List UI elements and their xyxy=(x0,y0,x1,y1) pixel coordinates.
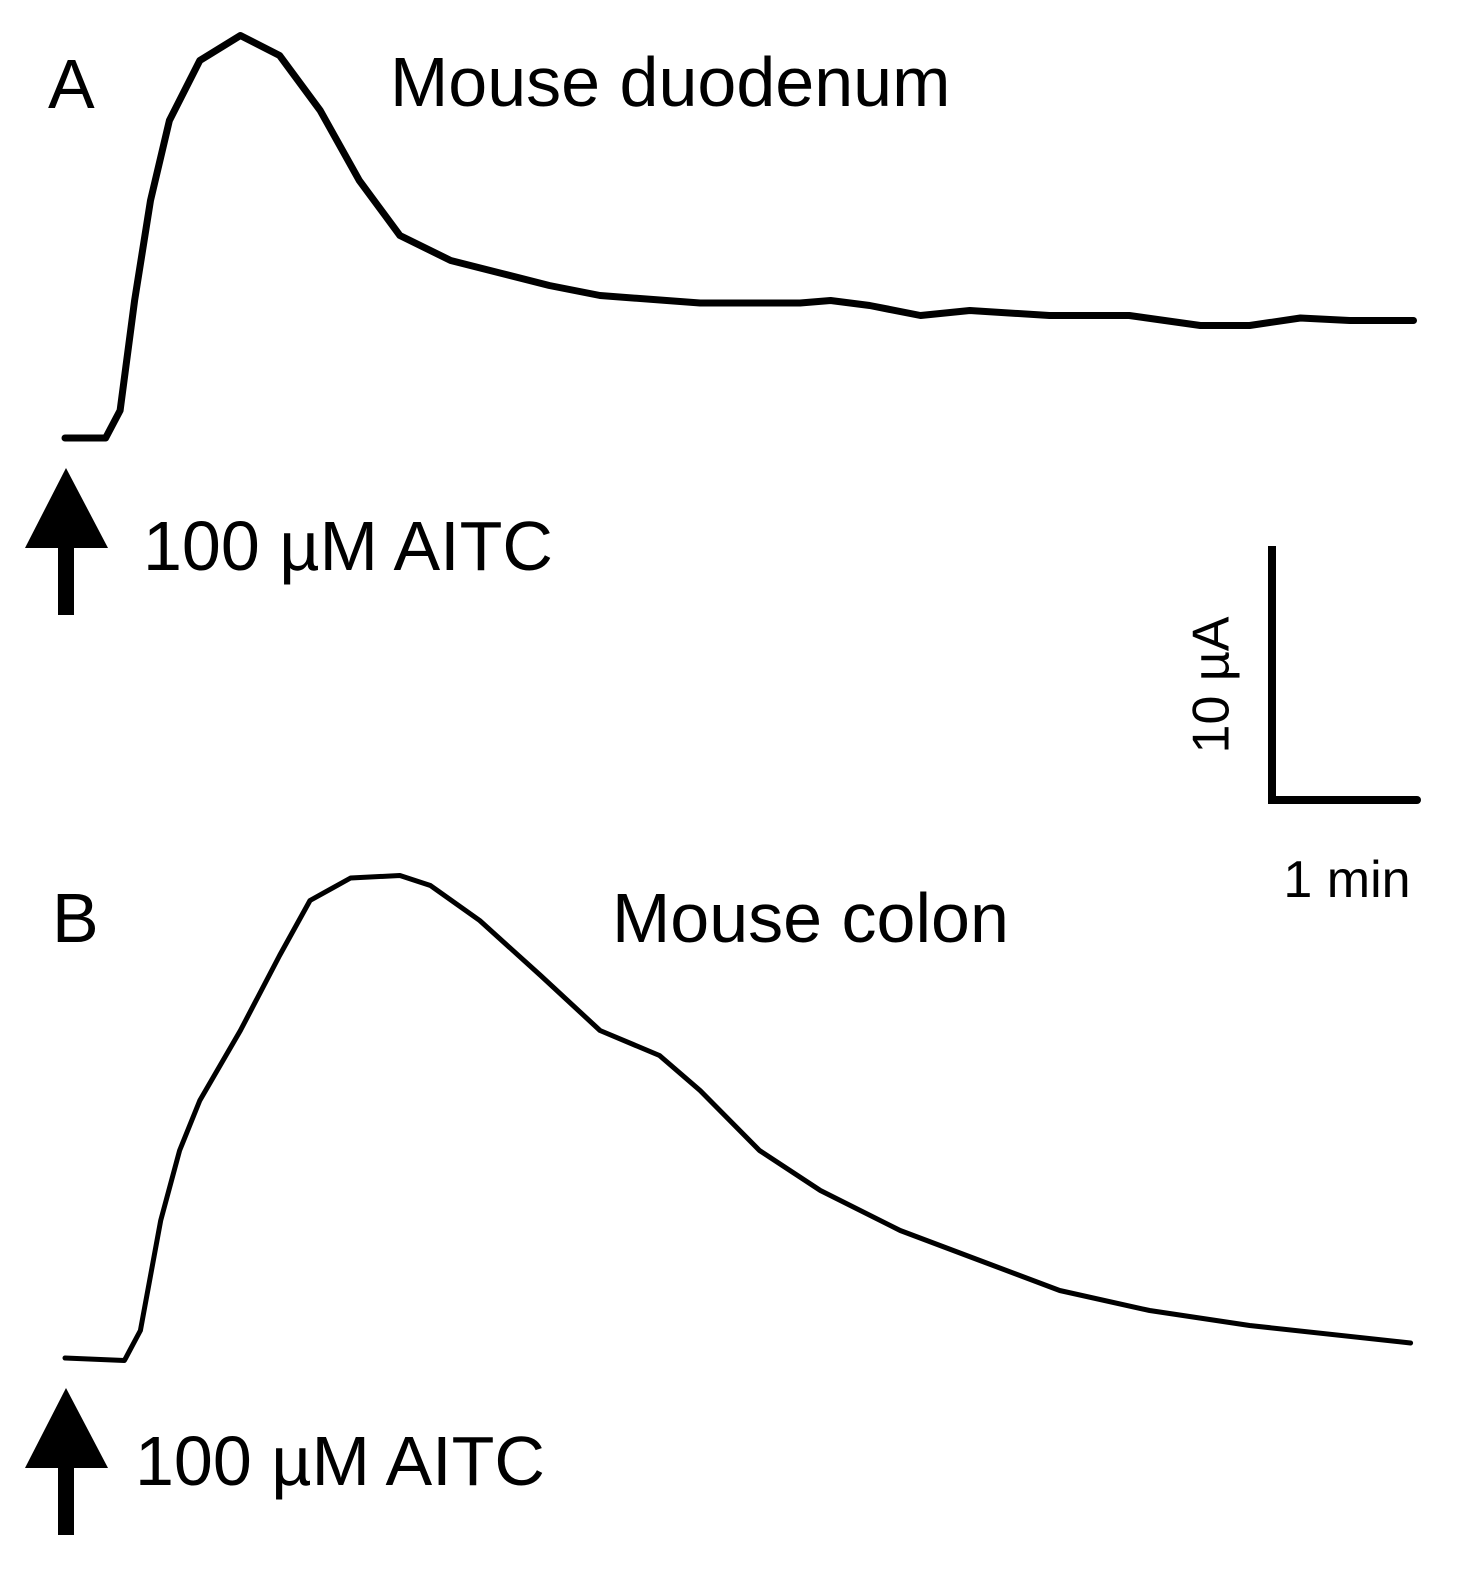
panel-label: B xyxy=(52,879,99,957)
panel-title: Mouse colon xyxy=(612,879,1009,957)
annotation: 100 µM AITC xyxy=(135,1422,545,1500)
panel-title: Mouse duodenum xyxy=(390,43,950,121)
scale-bar-y-label: 10 µA xyxy=(1183,616,1241,753)
arrow-shaft xyxy=(58,545,74,615)
annotation: 100 µM AITC xyxy=(143,507,553,585)
arrow-shaft xyxy=(58,1465,74,1535)
scale-bar-x-label: 1 min xyxy=(1283,851,1410,909)
trace xyxy=(61,32,1417,442)
arrow xyxy=(25,1388,108,1535)
trace xyxy=(62,873,1414,1363)
arrow-head xyxy=(25,468,108,548)
arrow-head xyxy=(25,1388,108,1468)
panel-label: A xyxy=(48,45,95,123)
arrow xyxy=(25,468,108,615)
